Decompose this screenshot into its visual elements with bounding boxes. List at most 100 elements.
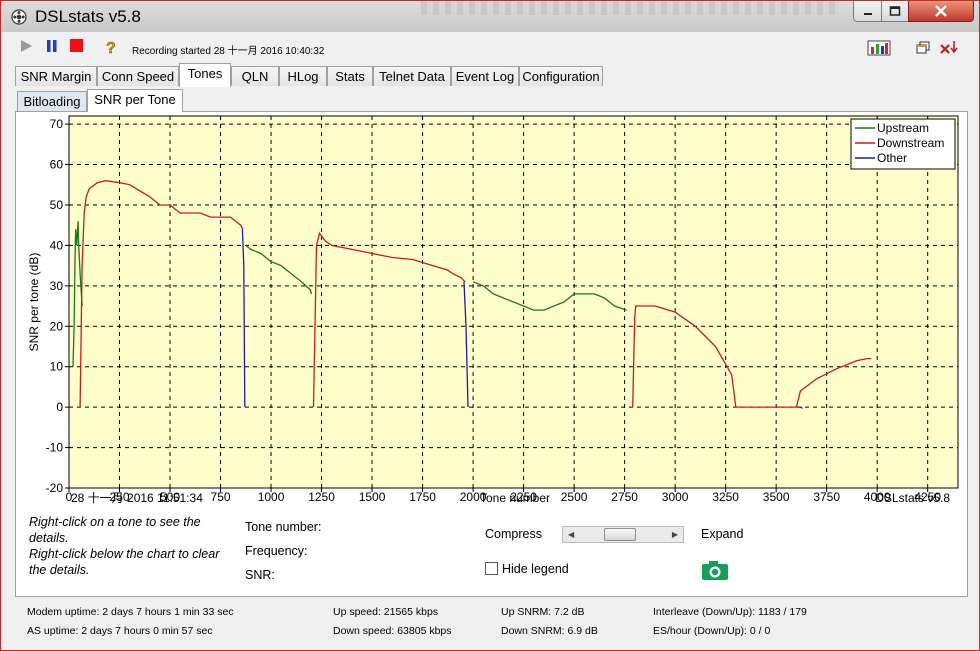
minimize-icon: [863, 13, 872, 15]
x-tick-label: 4250: [914, 490, 941, 504]
maximize-button[interactable]: [881, 1, 909, 22]
series-line-upstream: [72, 221, 83, 367]
chart-timestamp: 28 十一月 2016 11:51:34: [71, 491, 203, 505]
pause-icon[interactable]: [46, 39, 58, 53]
chart-watermark: DSLstats v5.8: [875, 491, 950, 505]
window-title: DSLstats v5.8: [35, 7, 141, 26]
x-tick-label: 3750: [813, 490, 840, 504]
y-tick-label: 10: [50, 360, 64, 374]
expand-label: Expand: [701, 527, 744, 541]
subtab-bitloading[interactable]: Bitloading: [17, 91, 87, 111]
scroll-right-icon[interactable]: ▶: [671, 530, 678, 539]
scroll-left-icon[interactable]: ◀: [568, 530, 575, 539]
down-speed: Down speed: 63805 kbps: [333, 625, 452, 637]
y-tick-label: 70: [50, 117, 64, 131]
checkbox-box[interactable]: [485, 562, 498, 575]
up-speed: Up speed: 21565 kbps: [333, 606, 439, 618]
background-window-strip: [421, 1, 841, 15]
close-button[interactable]: [908, 1, 974, 22]
chart-grid: [69, 116, 958, 489]
close-icon: [935, 5, 947, 17]
chart-icon[interactable]: [867, 38, 891, 56]
app-icon: [11, 9, 27, 25]
zoom-scroll-thumb[interactable]: [604, 528, 636, 541]
chart-series: [72, 180, 872, 409]
y-tick-label: -10: [46, 441, 64, 455]
interleave: Interleave (Down/Up): 1183 / 179: [653, 606, 807, 618]
hide-legend-checkbox[interactable]: Hide legend: [485, 562, 569, 576]
tab-qln[interactable]: QLN: [231, 66, 279, 86]
series-line-other: [800, 406, 803, 409]
up-snrm: Up SNRM: 7.2 dB: [501, 606, 585, 618]
modem-uptime: Modem uptime: 2 days 7 hours 1 min 33 se…: [27, 606, 234, 618]
stop-icon[interactable]: [70, 39, 84, 53]
y-tick-label: 60: [50, 158, 64, 172]
x-tick-label: 2500: [561, 490, 588, 504]
x-tick-label: 500: [160, 490, 180, 504]
series-line-downstream: [312, 231, 466, 408]
x-axis-ticks: 0 250 500 750 1000 1250 1500 1750 2000 2250 2500 27…: [66, 488, 941, 504]
x-tick-label: 2250: [510, 490, 537, 504]
x-tick-label: 3000: [662, 490, 689, 504]
y-tick-label: 0: [56, 400, 63, 414]
exit-icon[interactable]: [939, 39, 961, 57]
x-tick-label: 3250: [712, 490, 739, 504]
tab-event-log[interactable]: Event Log: [451, 66, 519, 86]
help-text-2: Right-click below the chart to clear the…: [29, 547, 220, 577]
svg-text:?: ?: [106, 40, 116, 56]
x-tick-label: 1500: [359, 490, 386, 504]
x-tick-label: 1750: [409, 490, 436, 504]
zoom-scrollbar[interactable]: ◀ ▶: [562, 526, 684, 543]
snr-per-tone-chart[interactable]: 70 60 50 40 30 20 10 0 -10 -20 0 250 500 750 1000 1250…: [20, 112, 964, 511]
tab-snr-margin[interactable]: SNR Margin: [15, 66, 97, 86]
x-tick-label: 2750: [611, 490, 638, 504]
legend-label-downstream: Downstream: [877, 136, 944, 150]
tab-tones[interactable]: Tones: [179, 63, 231, 87]
series-upstream: [72, 221, 627, 367]
play-icon[interactable]: [19, 39, 33, 53]
tab-stats[interactable]: Stats: [327, 66, 373, 86]
tab-configuration[interactable]: Configuration: [519, 66, 603, 86]
series-line-downstream: [632, 305, 872, 408]
series-line-downstream: [79, 180, 244, 408]
y-tick-label: 40: [50, 238, 64, 252]
tab-hlog[interactable]: HLog: [279, 66, 327, 86]
x-tick-label: 1250: [308, 490, 335, 504]
tone-number-label: Tone number:: [245, 520, 322, 534]
x-tick-label: 750: [211, 490, 231, 504]
down-snrm: Down SNRM: 6.9 dB: [501, 625, 598, 637]
x-tick-label: 3500: [763, 490, 790, 504]
as-uptime: AS uptime: 2 days 7 hours 0 min 57 sec: [27, 625, 213, 637]
title-bar[interactable]: DSLstats v5.8: [1, 1, 979, 32]
series-line-upstream: [472, 281, 627, 311]
toolbar: ? Recording started 28 十一月 2016 10:40:32: [1, 32, 979, 62]
x-tick-label: 0: [66, 490, 73, 504]
tab-conn-speed[interactable]: Conn Speed: [97, 66, 179, 86]
legend-label-upstream: Upstream: [877, 121, 929, 135]
y-tick-label: 20: [50, 319, 64, 333]
es-hour: ES/hour (Down/Up): 0 / 0: [653, 625, 771, 637]
camera-icon[interactable]: [701, 559, 729, 581]
recording-status: Recording started 28 十一月 2016 10:40:32: [132, 46, 325, 57]
x-tick-label: 2000: [460, 490, 487, 504]
x-tick-label: 250: [109, 490, 129, 504]
legend-label-other: Other: [877, 151, 907, 165]
series-line-other: [463, 281, 469, 408]
series-downstream: [79, 180, 872, 408]
compress-label: Compress: [485, 527, 542, 541]
minimize-button[interactable]: [853, 1, 882, 22]
series-other: [241, 229, 803, 409]
status-bar: Modem uptime: 2 days 7 hours 1 min 33 se…: [15, 600, 968, 646]
subtab-snr-per-tone[interactable]: SNR per Tone: [87, 89, 183, 112]
tab-telnet-data[interactable]: Telnet Data: [373, 66, 451, 86]
x-tick-label: 1000: [258, 490, 285, 504]
series-line-other: [241, 229, 246, 408]
y-tick-label: -20: [46, 481, 64, 495]
y-axis-ticks: 70 60 50 40 30 20 10 0 -10 -20: [46, 117, 69, 495]
restore-icon[interactable]: [916, 41, 930, 55]
frequency-label: Frequency:: [245, 544, 308, 558]
x-tick-label: 4000: [864, 490, 891, 504]
help-icon[interactable]: ?: [104, 39, 120, 56]
